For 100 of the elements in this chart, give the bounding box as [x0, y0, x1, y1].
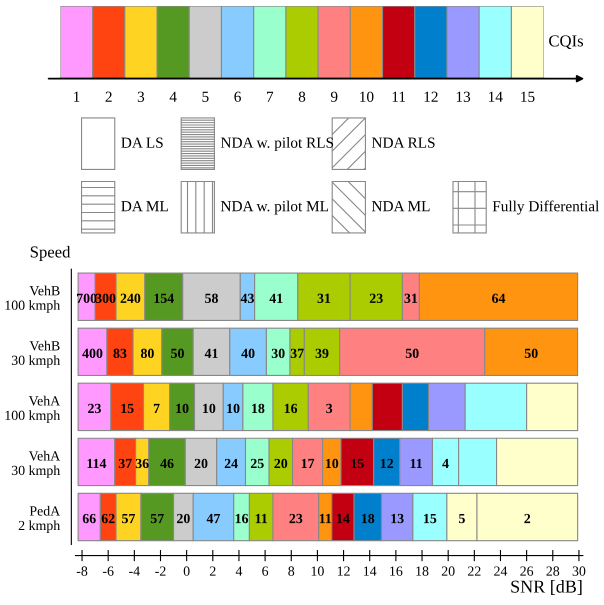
annotation: 7 — [154, 404, 160, 413]
annotation: 36 — [136, 458, 149, 468]
x-tick-label: 9 — [330, 92, 338, 102]
annotation: 11 — [256, 514, 268, 524]
x-tick-label: -4 — [129, 566, 140, 576]
annotation: 14 — [337, 514, 350, 524]
text: DA LS — [121, 138, 163, 148]
y-tick-label: VehA 30 kmph — [12, 450, 60, 478]
annotation: 240 — [120, 294, 140, 303]
x-tick-label: 1 — [74, 92, 80, 102]
annotation: 20 — [194, 458, 208, 468]
x-tick-label: 30 — [572, 566, 586, 576]
text: NDA w. pilot ML — [220, 200, 328, 214]
annotation: 43 — [240, 294, 254, 303]
x-tick-label: 12 — [424, 92, 438, 102]
annotation: 47 — [206, 514, 220, 524]
y-tick-label: VehB 30 kmph — [12, 340, 60, 368]
text: NDA ML — [372, 201, 430, 212]
annotation: 80 — [140, 348, 154, 358]
annotation: 300 — [96, 294, 116, 303]
annotation: 2 — [524, 514, 530, 524]
x-tick-label: 0 — [184, 566, 190, 576]
annotation: 13 — [391, 514, 404, 524]
annotation: 18 — [362, 514, 374, 524]
y-tick-label: VehB 100 kmph — [6, 286, 60, 313]
annotation: 10 — [176, 404, 188, 414]
x-tick-label: 6 — [234, 92, 241, 102]
annotation: 4 — [442, 458, 449, 468]
annotation: 62 — [102, 514, 115, 524]
annotation: 40 — [241, 348, 255, 358]
x-tick-label: 15 — [521, 92, 535, 102]
annotation: 400 — [82, 348, 102, 358]
annotation: 10 — [326, 458, 338, 468]
annotation: 83 — [113, 348, 126, 358]
annotation: 17 — [302, 458, 314, 468]
x-tick-label: 24 — [494, 566, 508, 576]
annotation: 20 — [274, 458, 288, 468]
annotation: 46 — [160, 458, 174, 468]
x-tick-label: 10 — [312, 566, 324, 576]
annotation: 3 — [326, 404, 332, 414]
x-tick-label: 5 — [202, 92, 209, 102]
x-tick-label: 14 — [488, 92, 503, 102]
annotation: 41 — [269, 294, 282, 303]
annotation: 23 — [289, 514, 302, 524]
annotation: 20 — [177, 514, 190, 524]
x-tick-label: 16 — [390, 566, 402, 576]
annotation: 31 — [318, 294, 330, 303]
annotation: 37 — [118, 458, 132, 468]
annotation: 18 — [252, 404, 264, 414]
annotation: 30 — [272, 348, 285, 358]
annotation: 114 — [88, 458, 106, 468]
x-tick-label: 20 — [442, 566, 455, 576]
annotation: 23 — [88, 404, 101, 414]
text: Fully Differential — [492, 200, 600, 215]
x-tick-label: 11 — [392, 92, 406, 102]
x-tick-label: 4 — [170, 92, 177, 102]
annotation: 64 — [492, 294, 506, 303]
x-tick-label: 10 — [360, 92, 374, 102]
x-tick-label: 14 — [364, 566, 376, 576]
annotation: 154 — [154, 294, 174, 303]
text: NDA w. pilot RLS — [220, 137, 334, 151]
annotation: 10 — [227, 404, 240, 414]
annotation: 50 — [406, 348, 419, 358]
x-tick-label: 7 — [266, 92, 274, 102]
annotation: 15 — [351, 458, 364, 468]
y-axis-title: Speed — [30, 246, 70, 261]
text: DA ML — [121, 201, 168, 212]
x-tick-label: 26 — [520, 566, 534, 576]
annotation: 16 — [236, 514, 248, 524]
y-tick-label: PedA 2 kmph — [18, 506, 60, 533]
text: NDA RLS — [372, 138, 435, 148]
x-tick-label: -8 — [76, 566, 88, 576]
annotation: 57 — [122, 514, 136, 524]
x-tick-label: 28 — [546, 566, 560, 576]
y-tick-label: VehA 100 kmph — [6, 396, 60, 423]
annotation: 16 — [284, 404, 298, 414]
annotation: 66 — [82, 514, 96, 524]
annotation: 5 — [458, 514, 465, 524]
x-axis-title: SNR [dB] — [511, 580, 582, 595]
x-tick-label: 8 — [288, 566, 294, 576]
annotation: 39 — [316, 348, 328, 358]
x-tick-label: 4 — [236, 566, 242, 576]
annotation: 12 — [380, 458, 394, 468]
x-tick-label: -6 — [102, 566, 114, 576]
x-tick-label: 6 — [262, 566, 268, 576]
annotation: 50 — [524, 348, 538, 358]
annotation: 25 — [250, 458, 264, 468]
x-tick-label: 13 — [456, 92, 470, 102]
x-axis-title: CQIs — [549, 35, 584, 50]
x-tick-label: 2 — [210, 566, 216, 576]
annotation: 58 — [205, 294, 218, 303]
x-tick-label: 22 — [468, 566, 481, 576]
x-tick-label: -2 — [155, 566, 166, 576]
annotation: 15 — [121, 404, 134, 414]
x-tick-label: 18 — [416, 566, 428, 576]
x-tick-label: 3 — [138, 92, 144, 102]
annotation: 37 — [290, 348, 304, 358]
x-tick-label: 12 — [338, 566, 350, 576]
annotation: 31 — [404, 294, 418, 303]
annotation: 11 — [410, 458, 422, 468]
